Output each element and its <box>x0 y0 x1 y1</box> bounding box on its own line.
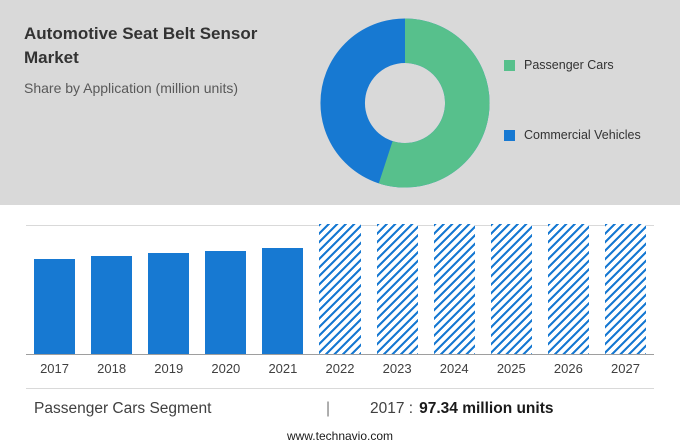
footer-url[interactable]: www.technavio.com <box>286 429 394 440</box>
bar-2027 <box>604 224 647 354</box>
bar-cell-2020 <box>197 226 254 354</box>
legend: Passenger Cars Commercial Vehicles <box>504 58 641 142</box>
caption-divider: | <box>325 400 331 417</box>
bar-plot <box>26 224 654 355</box>
legend-label-passenger-cars: Passenger Cars <box>524 58 614 72</box>
x-label-2022: 2022 <box>325 361 355 376</box>
bar-chart-section: 2017 2018 2019 2020 2021 2022 2023 2024 2025 2026… <box>0 224 680 440</box>
x-label-2023: 2023 <box>382 361 412 376</box>
legend-label-commercial-vehicles: Commercial Vehicles <box>524 128 641 142</box>
header-section: Automotive Seat Belt Sensor Market Share… <box>0 0 680 205</box>
x-label-2019: 2019 <box>154 361 184 376</box>
caption-segment: Passenger Cars Segment <box>34 400 212 417</box>
x-label-2017: 2017 <box>40 361 69 376</box>
x-label-2021: 2021 <box>268 361 298 376</box>
bar-2025 <box>490 224 532 354</box>
bar-cell-2023 <box>369 224 426 354</box>
caption-value-bold: 97.34 million units <box>419 400 554 417</box>
bar-cell-2018 <box>83 226 140 354</box>
bar-cell-2024 <box>426 224 483 354</box>
page-subtitle: Share by Application (million units) <box>24 79 238 96</box>
caption-value: 2017 : 97.34 million units <box>346 400 646 418</box>
legend-swatch-passenger-cars <box>504 59 515 71</box>
bar-2022 <box>319 224 361 354</box>
bar-2024 <box>433 224 475 354</box>
legend-item-passenger-cars: Passenger Cars <box>504 58 641 72</box>
donut-segment-passenger-cars <box>320 18 490 188</box>
caption-year-prefix: 2017 : <box>370 400 414 417</box>
bar-labels: 2017 2018 2019 2020 2021 2022 2023 2024 2025 2026… <box>26 361 654 376</box>
x-label-2020: 2020 <box>211 361 241 376</box>
footer: www.technavio.com <box>26 427 654 440</box>
page-title: Automotive Seat Belt Sensor Market <box>24 24 258 67</box>
x-label-2027: 2027 <box>611 361 640 376</box>
bar-cell-2021 <box>254 226 311 354</box>
bar-2019 <box>148 253 190 354</box>
bar-2018 <box>91 256 133 354</box>
x-label-2018: 2018 <box>97 361 127 376</box>
caption-row: Passenger Cars Segment | 2017 : 97.34 mil… <box>26 389 654 427</box>
bar-2021 <box>262 248 304 354</box>
x-label-2024: 2024 <box>439 361 469 376</box>
bar-cell-2027 <box>597 224 654 354</box>
bar-cell-2019 <box>140 226 197 354</box>
bar-cell-2017 <box>26 226 83 354</box>
bar-2023 <box>376 224 418 354</box>
x-label-2025: 2025 <box>496 361 526 376</box>
donut-chart <box>320 18 490 188</box>
legend-swatch-commercial-vehicles <box>504 129 515 141</box>
separator-line <box>26 388 654 389</box>
bar-2017 <box>34 259 76 354</box>
bar-2026 <box>547 224 589 354</box>
header-text-block: Automotive Seat Belt Sensor Market Share… <box>24 22 279 96</box>
x-label-2026: 2026 <box>553 361 583 376</box>
bar-cell-2022 <box>311 224 368 354</box>
legend-item-commercial-vehicles: Commercial Vehicles <box>504 128 641 142</box>
bar-cell-2025 <box>483 224 540 354</box>
bar-2020 <box>205 251 247 354</box>
bar-cell-2026 <box>540 224 597 354</box>
